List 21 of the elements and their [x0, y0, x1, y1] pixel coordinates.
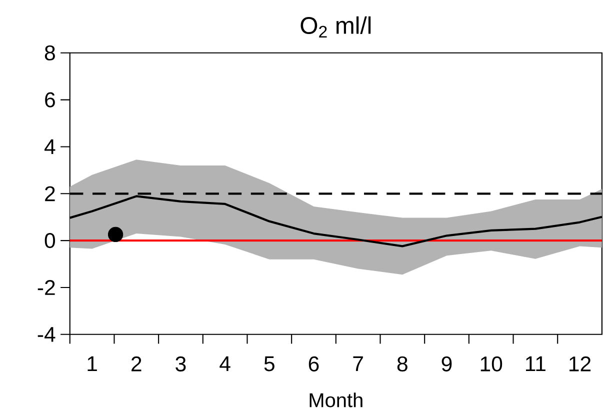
x-tick-label: 4	[220, 356, 230, 371]
y-tick-label: -2	[38, 280, 55, 295]
x-tick-label: 11	[526, 356, 546, 371]
y-tick-label: 8	[44, 45, 55, 60]
y-tick-label: 4	[44, 139, 56, 154]
x-tick-label: 3	[176, 356, 186, 372]
x-tick-label: 5	[264, 356, 274, 372]
x-tick-label: 12	[570, 356, 591, 372]
x-tick-label: 8	[397, 356, 408, 372]
x-tick-label: 1	[88, 356, 97, 371]
y-tick-label: 2	[45, 186, 55, 201]
x-tick-label: 6	[308, 356, 319, 372]
y-tick-label: 6	[45, 92, 55, 108]
x-tick-label: 10	[480, 356, 502, 372]
x-tick-label: 7	[353, 356, 363, 371]
y-tick-label: -4	[38, 326, 56, 342]
chart-title: O$_{2}$ ml/l	[300, 16, 371, 38]
y-tick-label: 0	[44, 232, 56, 248]
x-tick-label: 9	[442, 356, 452, 372]
x-tick-label: 2	[132, 356, 142, 372]
x-axis-title: Month	[310, 392, 362, 408]
